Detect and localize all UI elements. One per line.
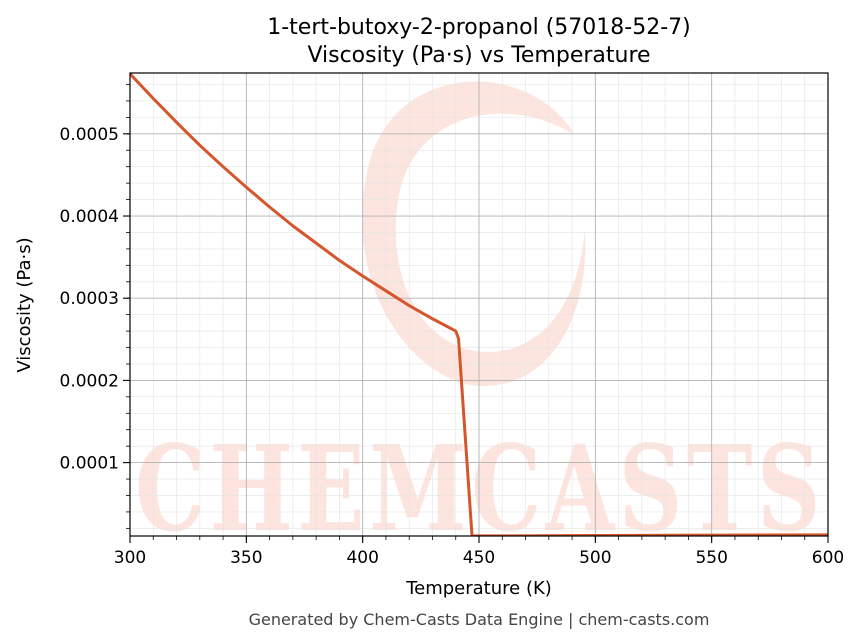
y-axis-ticks: 0.0001 0.0002 0.0003 0.0004 0.0005 [60, 84, 130, 529]
footer-credit: Generated by Chem-Casts Data Engine | ch… [249, 610, 710, 629]
chart-subtitle: Viscosity (Pa·s) vs Temperature [307, 43, 650, 68]
y-tick-label: 0.0005 [60, 125, 119, 145]
x-axis-label: Temperature (K) [405, 578, 552, 599]
x-tick-label: 600 [812, 548, 844, 568]
y-tick-label: 0.0001 [60, 454, 119, 474]
x-tick-label: 350 [230, 548, 262, 568]
x-axis-ticks: 300 350 400 450 500 550 600 [114, 536, 844, 568]
y-axis-label: Viscosity (Pa·s) [14, 237, 35, 372]
chart-title: 1-tert-butoxy-2-propanol (57018-52-7) [267, 15, 691, 40]
x-tick-label: 400 [346, 548, 378, 568]
x-tick-label: 450 [463, 548, 495, 568]
x-tick-label: 300 [114, 548, 146, 568]
y-tick-label: 0.0004 [60, 207, 119, 227]
y-tick-label: 0.0003 [60, 289, 119, 309]
y-tick-label: 0.0002 [60, 371, 119, 391]
watermark-text: CHEMCASTS [135, 419, 825, 558]
x-tick-label: 500 [579, 548, 611, 568]
x-tick-label: 550 [695, 548, 727, 568]
